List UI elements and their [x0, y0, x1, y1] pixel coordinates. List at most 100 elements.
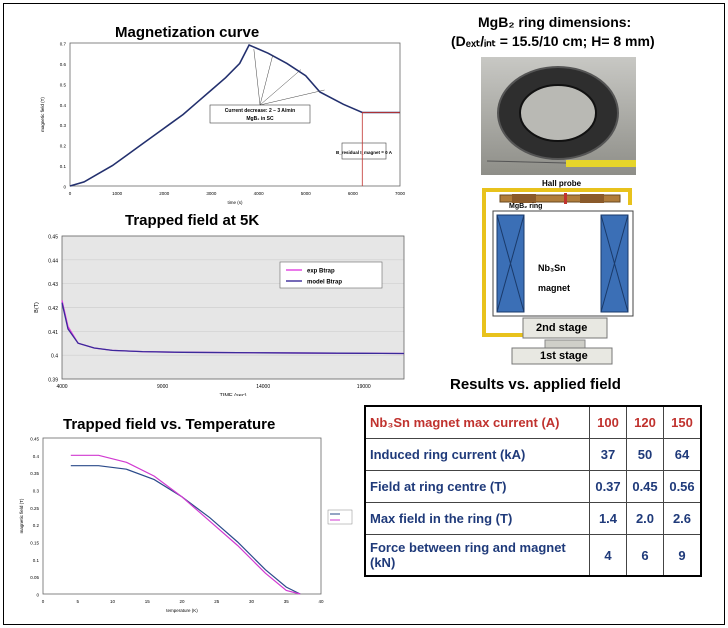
x-tick-label: 2000	[159, 191, 170, 196]
residual-box	[341, 142, 387, 160]
trapped5k-title: Trapped field at 5K	[125, 212, 260, 229]
table-row: Induced ring current (kA) 37 50 64	[364, 438, 702, 471]
annotation-pointer	[253, 49, 261, 106]
series-line	[70, 465, 301, 595]
y-tick-label: 0	[63, 185, 66, 190]
x-tick-label: 40	[318, 599, 324, 604]
annotation-pointer	[259, 55, 273, 106]
row-value: 6	[626, 534, 664, 577]
row-value: 2.0	[626, 502, 664, 535]
left-coil	[496, 214, 525, 313]
legend-label: model Btrap	[307, 280, 342, 286]
y-axis-label: magnetic field (T)	[40, 97, 45, 132]
ring-title-line1: MgB₂ ring dimensions:	[478, 14, 632, 30]
y-tick-label: 0.6	[60, 62, 67, 67]
x-tick-label: 10	[110, 599, 116, 604]
row-label: Force between ring and magnet (kN)	[364, 534, 590, 577]
stage1-label: 1st stage	[540, 350, 588, 362]
x-tick-label: 14000	[256, 384, 270, 390]
x-axis-label: temperature (K)	[166, 608, 198, 613]
y-tick-label: 0.43	[48, 282, 58, 288]
y-tick-label: 0.4	[60, 103, 67, 108]
x-tick-label: 7000	[395, 191, 406, 196]
table-row: Field at ring centre (T) 0.37 0.45 0.56	[364, 470, 702, 503]
magnet-label-line2: magnet	[538, 283, 571, 293]
y-tick-label: 0.4	[33, 454, 40, 459]
y-tick-label: 0.41	[48, 330, 58, 336]
legend-box	[279, 261, 383, 289]
trappedtemp-chart: 0 0.05 0.1 0.15 0.2 0.25 0.3 0.35 0.4 0.45 0 5 10 15 2…	[19, 437, 353, 613]
header-value: 100	[589, 405, 627, 439]
ring-photo	[481, 57, 636, 175]
legend-box	[327, 509, 353, 525]
slide-frame	[3, 3, 725, 625]
y-tick-label: 0.1	[60, 164, 67, 169]
series-line	[61, 302, 405, 355]
results-table: Nb₃Sn magnet max current (A) 100 120 150…	[364, 405, 702, 577]
table-row: Max field in the ring (T) 1.4 2.0 2.6	[364, 502, 702, 535]
x-tick-label: 5000	[301, 191, 312, 196]
x-tick-label: 15	[145, 599, 151, 604]
row-value: 9	[663, 534, 702, 577]
x-tick-label: 6000	[348, 191, 359, 196]
y-tick-label: 0.05	[30, 575, 39, 580]
row-value: 4	[589, 534, 627, 577]
y-axis-label: B(T)	[34, 302, 40, 313]
row-value: 50	[626, 438, 664, 471]
plot-border	[61, 235, 405, 380]
y-tick-label: 0.25	[30, 506, 39, 511]
y-tick-label: 0.2	[60, 144, 67, 149]
y-tick-label: 0.5	[60, 82, 67, 87]
x-tick-label: 4000	[56, 384, 67, 390]
magnetization-chart: 0 0.1 0.2 0.3 0.4 0.5 0.6 0.7 0 1000 2000 3000 4000 5…	[40, 42, 406, 206]
magnet-schematic	[482, 188, 634, 365]
row-label: Field at ring centre (T)	[364, 470, 590, 503]
row-value: 0.37	[589, 470, 627, 503]
x-tick-label: 9000	[157, 384, 168, 390]
y-tick-label: 0.4	[51, 354, 58, 360]
residual-text: B_residual I_magnet = 0 A	[336, 150, 393, 155]
annotation-text: MgB₂ in SC	[246, 116, 274, 122]
x-axis-label: time (s)	[228, 200, 244, 205]
y-tick-label: 0.45	[30, 437, 39, 442]
hall-probe-label: Hall probe	[542, 179, 582, 188]
x-axis-label: TIME (sec)	[220, 393, 247, 396]
magnet-label-line1: Nb₃Sn	[538, 263, 566, 273]
x-tick-label: 20	[179, 599, 185, 604]
x-tick-label: 0	[69, 191, 72, 196]
row-label: Induced ring current (kA)	[364, 438, 590, 471]
y-tick-label: 0	[36, 593, 39, 598]
row-value: 1.4	[589, 502, 627, 535]
y-tick-label: 0.45	[48, 235, 58, 241]
header-label: Nb₃Sn magnet max current (A)	[364, 405, 590, 439]
series-line	[69, 43, 400, 187]
x-tick-label: 19000	[357, 384, 371, 390]
right-coil	[600, 214, 629, 313]
table-header-row: Nb₃Sn magnet max current (A) 100 120 150	[364, 405, 702, 439]
x-tick-label: 1000	[112, 191, 123, 196]
plot-border	[42, 437, 322, 595]
stage2-label: 2nd stage	[536, 322, 588, 334]
x-tick-label: 3000	[206, 191, 217, 196]
row-value: 64	[663, 438, 702, 471]
ring-title-line2: (Dₑₓₜ/ᵢₙₜ = 15.5/10 cm; H= 8 mm)	[451, 33, 655, 49]
y-tick-label: 0.3	[33, 489, 40, 494]
row-value: 0.45	[626, 470, 664, 503]
y-tick-label: 0.35	[30, 471, 39, 476]
row-label: Max field in the ring (T)	[364, 502, 590, 535]
y-axis-label: magnetic field (T)	[19, 498, 24, 533]
x-tick-label: 4000	[254, 191, 265, 196]
y-tick-label: 0.44	[48, 258, 58, 264]
annotation-text: Current decrease: 2 – 3 A/min	[225, 108, 295, 114]
y-tick-label: 0.42	[48, 306, 58, 312]
trappedtemp-title: Trapped field vs. Temperature	[63, 416, 276, 433]
y-tick-label: 0.15	[30, 541, 39, 546]
x-tick-label: 5	[76, 599, 79, 604]
y-tick-label: 0.7	[60, 42, 67, 47]
annotation-pointer	[259, 69, 302, 106]
header-value: 120	[626, 405, 664, 439]
series-line	[70, 454, 301, 595]
y-tick-label: 0.1	[33, 558, 40, 563]
legend-label: exp Btrap	[307, 269, 335, 275]
x-tick-label: 0	[42, 599, 45, 604]
